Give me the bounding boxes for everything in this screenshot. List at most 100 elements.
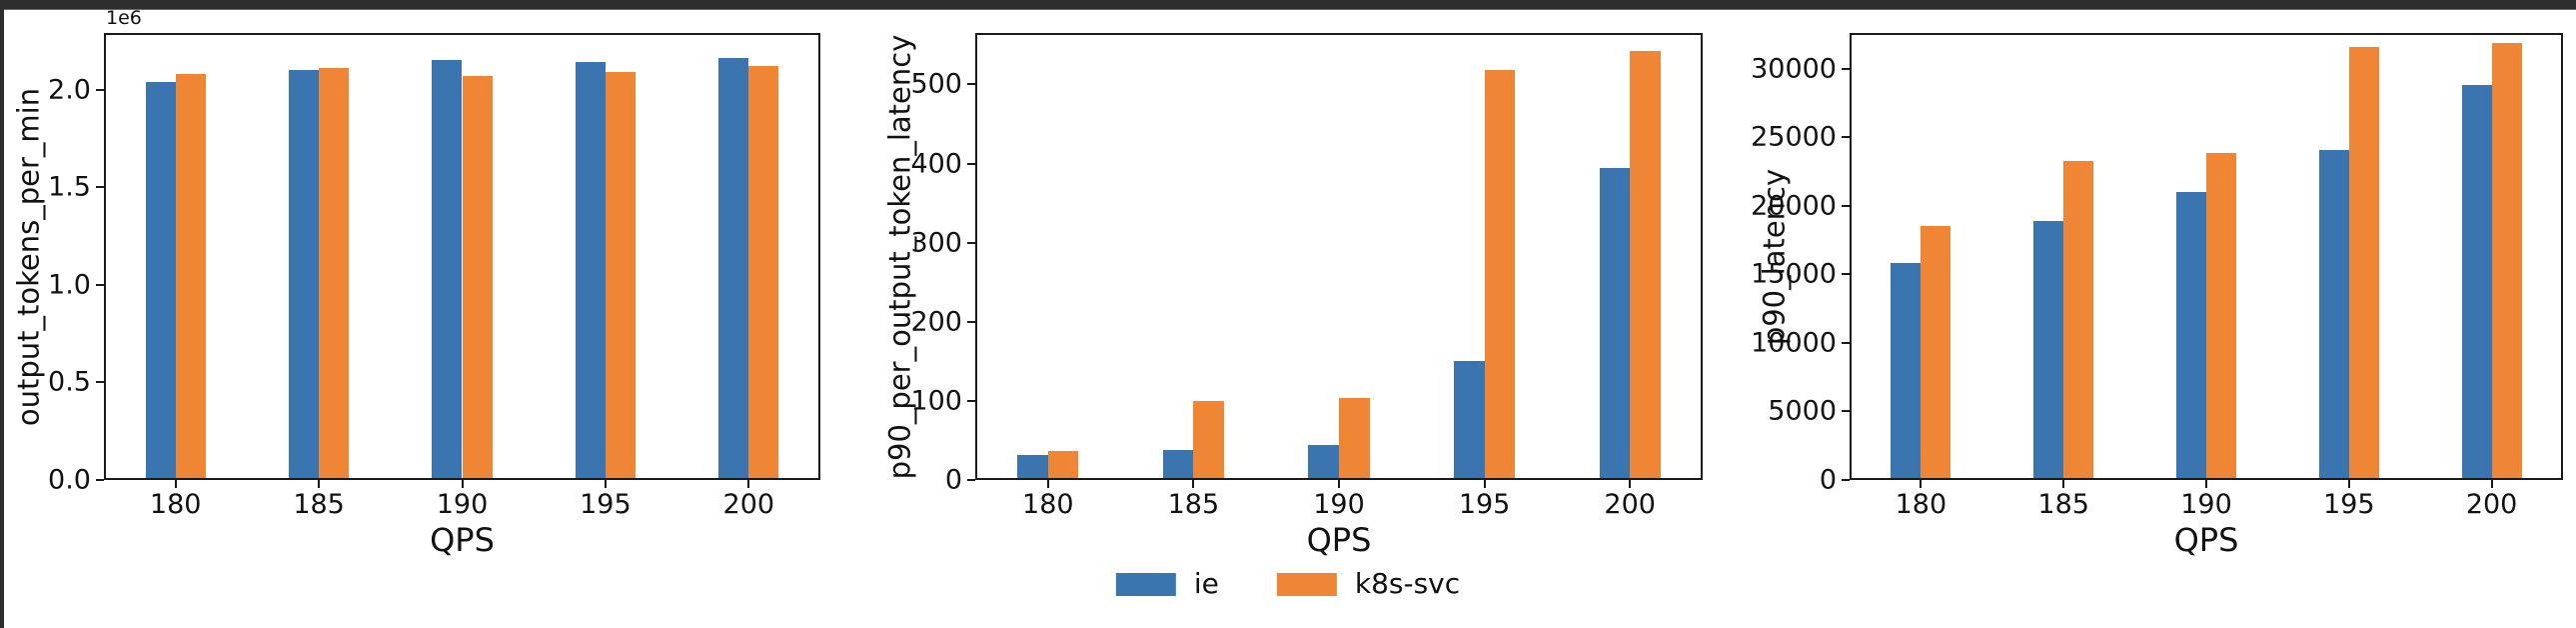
bar-k8s-svc-190 [462,75,493,478]
bar-k8s-svc-180 [175,73,206,478]
y-tick-mark [96,186,104,189]
y-tick-mark [96,381,104,384]
x-tick-mark [1483,480,1486,488]
legend-item-ie: ie [1115,567,1219,600]
x-axis-label: QPS [2173,521,2239,559]
bar-ie-200 [2461,85,2492,478]
x-tick-label: 200 [1604,489,1656,520]
y-tick-label: 20000 [1751,190,1837,222]
y-tick-label: 10000 [1751,327,1837,359]
y-tick-label: 300 [910,227,962,259]
x-tick-label: 195 [1458,489,1511,520]
x-tick-label: 195 [580,489,632,520]
y-tick-mark [967,241,975,244]
x-tick-mark [2205,480,2207,488]
y-tick-mark [967,399,975,402]
bar-k8s-svc-200 [748,66,779,478]
bar-ie-185 [1162,449,1194,478]
x-tick-mark [461,480,464,488]
y-axis-label: output_tokens_per_min [11,87,46,426]
bar-ie-185 [288,70,320,478]
y-tick-label: 0.5 [48,366,91,398]
legend: ie k8s-svc [1115,567,1461,600]
y-axis-label: p90_latency [1757,168,1792,345]
bar-ie-195 [2318,149,2349,478]
bar-k8s-svc-185 [1193,400,1224,478]
y-axis-label: p90_per_output_token_latency [882,34,917,479]
x-axis-label: QPS [430,521,495,559]
y-tick-label: 1.0 [48,269,91,301]
bar-ie-195 [575,62,606,478]
x-tick-label: 180 [149,489,202,520]
x-tick-mark [318,480,321,488]
y-tick-label: 200 [910,306,962,338]
x-tick-mark [1192,480,1195,488]
bar-k8s-svc-180 [1921,226,1951,478]
y-tick-mark [1842,67,1850,70]
y-tick-label: 25000 [1751,121,1837,153]
x-tick-mark [747,480,750,488]
bar-ie-190 [2176,192,2206,478]
y-tick-label: 100 [910,385,962,417]
y-tick-mark [96,479,104,481]
y-tick-label: 500 [910,68,962,100]
bar-ie-200 [1599,168,1631,478]
legend-swatch-k8s-svc [1276,572,1337,596]
y-tick-mark [1842,479,1850,481]
y-tick-mark [96,283,104,286]
bar-k8s-svc-195 [605,72,636,478]
window-left-edge [0,9,4,628]
legend-item-k8s-svc: k8s-svc [1276,567,1461,600]
y-tick-mark [1842,410,1850,413]
y-tick-label: 5000 [1768,395,1837,427]
bar-k8s-svc-185 [319,68,350,478]
x-tick-label: 185 [1167,489,1220,520]
x-tick-label: 185 [2037,489,2089,520]
bar-ie-190 [432,60,463,478]
y-tick-mark [967,320,975,323]
legend-swatch-ie [1115,572,1176,596]
x-tick-label: 195 [2323,489,2375,520]
legend-label-ie: ie [1193,567,1219,600]
y-tick-mark [1842,204,1850,207]
y-tick-label: 1.5 [48,171,91,203]
y-axis-offset-text: 1e6 [106,7,142,29]
x-tick-label: 190 [2180,489,2232,520]
y-tick-label: 2.0 [48,74,91,106]
y-tick-mark [967,479,975,481]
x-tick-label: 190 [436,489,489,520]
bar-ie-195 [1454,361,1485,478]
x-tick-label: 185 [293,489,345,520]
bar-k8s-svc-190 [1339,397,1370,478]
x-tick-label: 180 [1022,489,1074,520]
y-tick-mark [1842,341,1850,344]
window-top-edge [0,0,2576,10]
x-axis-label: QPS [1306,521,1372,559]
bar-ie-180 [1017,455,1048,478]
y-tick-mark [96,88,104,91]
y-tick-label: 0 [1819,464,1837,496]
x-tick-mark [2062,480,2065,488]
x-tick-mark [174,480,177,488]
y-tick-label: 15000 [1751,258,1837,290]
x-tick-mark [1338,480,1340,488]
bar-k8s-svc-180 [1047,450,1079,478]
x-tick-label: 190 [1313,489,1365,520]
x-tick-mark [604,480,607,488]
x-tick-mark [2347,480,2350,488]
x-tick-mark [1629,480,1632,488]
bar-k8s-svc-200 [1630,51,1661,478]
x-tick-label: 180 [1895,489,1947,520]
y-tick-label: 30000 [1751,53,1837,85]
legend-label-k8s-svc: k8s-svc [1354,567,1461,600]
bar-k8s-svc-195 [2348,46,2379,478]
bar-k8s-svc-195 [1484,70,1516,478]
bar-ie-185 [2033,220,2064,478]
y-tick-mark [1842,136,1850,139]
x-tick-mark [1920,480,1923,488]
x-tick-mark [1046,480,1049,488]
y-tick-mark [1842,273,1850,276]
bar-ie-190 [1308,445,1339,478]
x-tick-label: 200 [722,489,775,520]
